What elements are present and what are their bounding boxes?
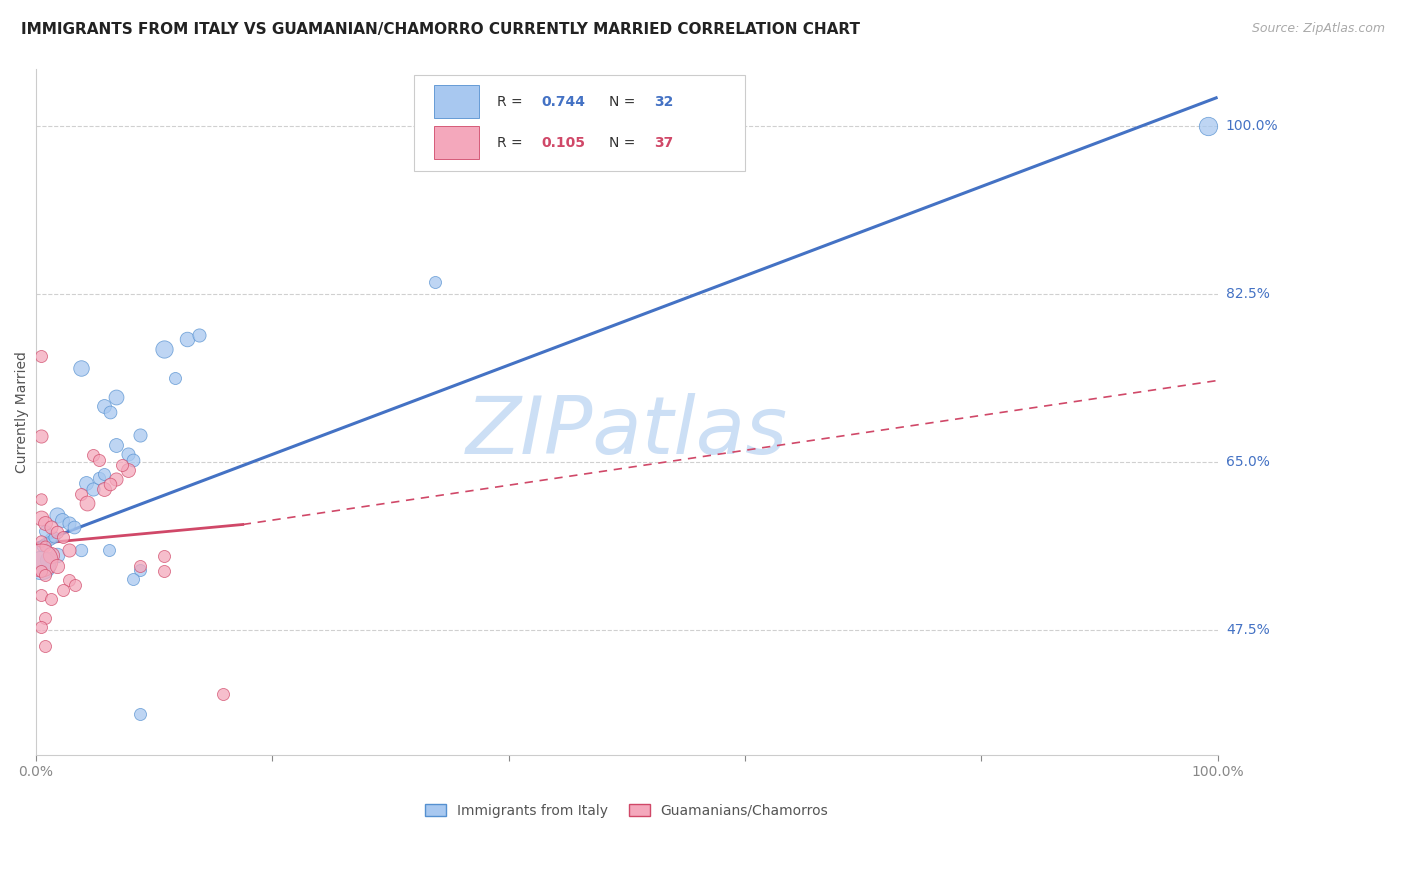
Point: [39, 592, 62, 607]
Text: 0.744: 0.744: [541, 95, 586, 109]
Point: [105, 472, 128, 486]
Point: [39, 520, 62, 534]
Point: [100, 477, 122, 491]
Point: [121, 453, 143, 467]
Bar: [434, 85, 479, 118]
Point: [70, 543, 93, 558]
Text: ZIPatlas: ZIPatlas: [465, 393, 787, 471]
Point: [34, 537, 56, 551]
Point: [176, 332, 198, 346]
Point: [37, 553, 59, 567]
Point: [30, 491, 52, 506]
Point: [46, 508, 69, 522]
Point: [70, 361, 93, 376]
Point: [31, 539, 53, 553]
Point: [52, 530, 75, 544]
Point: [62, 520, 84, 534]
Point: [105, 438, 128, 452]
Point: [42, 530, 65, 544]
Y-axis label: Currently Married: Currently Married: [15, 351, 30, 473]
Text: N =: N =: [609, 95, 640, 109]
Point: [63, 578, 86, 592]
Point: [82, 449, 104, 463]
Point: [117, 447, 139, 461]
Point: [39, 532, 62, 546]
Point: [34, 568, 56, 582]
Point: [152, 564, 174, 578]
Point: [39, 548, 62, 562]
Point: [87, 471, 110, 485]
Text: Source: ZipAtlas.com: Source: ZipAtlas.com: [1251, 22, 1385, 36]
Point: [111, 458, 134, 472]
Bar: [434, 126, 479, 159]
Point: [30, 429, 52, 443]
Point: [30, 510, 52, 524]
Text: 0.105: 0.105: [541, 136, 586, 150]
Point: [129, 428, 152, 442]
Point: [100, 405, 122, 419]
Point: [34, 539, 56, 553]
Point: [98, 543, 121, 558]
Point: [75, 476, 97, 491]
Point: [30, 533, 52, 548]
Point: [34, 640, 56, 654]
Point: [34, 610, 56, 624]
Point: [1197, 119, 1219, 133]
Point: [121, 572, 143, 586]
Text: N =: N =: [609, 136, 640, 150]
Text: 100.0%: 100.0%: [1226, 120, 1278, 133]
Point: [188, 328, 211, 343]
Point: [211, 687, 233, 701]
Text: R =: R =: [496, 136, 527, 150]
Point: [30, 558, 52, 572]
Point: [425, 275, 447, 289]
Point: [165, 370, 187, 384]
Point: [58, 573, 80, 587]
Text: R =: R =: [496, 95, 527, 109]
Text: 82.5%: 82.5%: [1226, 287, 1270, 301]
Point: [51, 513, 73, 527]
Point: [70, 487, 93, 501]
Point: [58, 516, 80, 530]
FancyBboxPatch shape: [413, 76, 745, 171]
Point: [30, 620, 52, 634]
Text: 32: 32: [654, 95, 673, 109]
Point: [30, 588, 52, 602]
Point: [76, 496, 98, 510]
Text: 47.5%: 47.5%: [1226, 624, 1270, 637]
Point: [34, 524, 56, 539]
Point: [129, 706, 152, 721]
Point: [30, 553, 52, 567]
Point: [34, 516, 56, 530]
Point: [129, 558, 152, 573]
Point: [87, 453, 110, 467]
Point: [93, 400, 115, 414]
Point: [30, 350, 52, 364]
Point: [46, 548, 69, 562]
Point: [46, 525, 69, 540]
Point: [93, 467, 115, 481]
Point: [82, 482, 104, 496]
Point: [58, 543, 80, 558]
Point: [152, 549, 174, 564]
Point: [117, 463, 139, 477]
Point: [105, 390, 128, 404]
Point: [46, 558, 69, 573]
Point: [152, 342, 174, 356]
Point: [52, 582, 75, 597]
Text: 37: 37: [654, 136, 673, 150]
Legend: Immigrants from Italy, Guamanians/Chamorros: Immigrants from Italy, Guamanians/Chamor…: [419, 798, 834, 823]
Text: 65.0%: 65.0%: [1226, 455, 1270, 469]
Point: [93, 482, 115, 496]
Point: [129, 563, 152, 577]
Point: [30, 564, 52, 578]
Text: IMMIGRANTS FROM ITALY VS GUAMANIAN/CHAMORRO CURRENTLY MARRIED CORRELATION CHART: IMMIGRANTS FROM ITALY VS GUAMANIAN/CHAMO…: [21, 22, 860, 37]
